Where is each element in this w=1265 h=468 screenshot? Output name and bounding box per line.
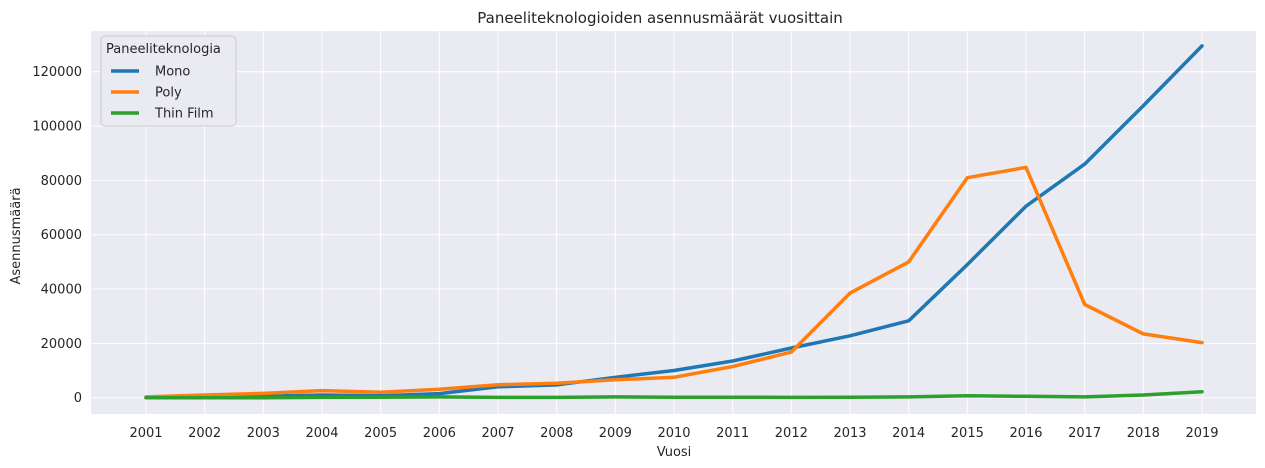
y-tick-label: 20000 xyxy=(41,337,82,352)
y-tick-label: 60000 xyxy=(41,228,82,243)
legend-title: Paneeliteknologia xyxy=(106,42,221,57)
legend-box xyxy=(100,35,237,127)
series-line-thin-film xyxy=(144,389,1204,400)
legend-label: Mono xyxy=(155,65,190,80)
y-tick-label: 120000 xyxy=(32,65,82,80)
x-tick-label: 2008 xyxy=(540,426,573,441)
x-tick-label: 2005 xyxy=(364,426,397,441)
x-tick-label: 2017 xyxy=(1068,426,1101,441)
x-tick-label: 2007 xyxy=(481,426,514,441)
legend: Paneeliteknologia Mono Poly Thin Film xyxy=(100,35,237,127)
chart-title: Paneeliteknologioiden asennusmäärät vuos… xyxy=(477,9,843,27)
x-tick-label: 2002 xyxy=(188,426,221,441)
x-tick-label: 2014 xyxy=(892,426,925,441)
x-tick-label: 2003 xyxy=(247,426,280,441)
legend-label: Thin Film xyxy=(154,107,214,122)
y-axis-label: Asennusmäärä xyxy=(9,187,24,284)
series-layer xyxy=(144,44,1204,400)
x-tick-label: 2013 xyxy=(833,426,866,441)
y-tick-label: 40000 xyxy=(41,283,82,298)
x-tick-label: 2016 xyxy=(1009,426,1042,441)
x-tick-label: 2018 xyxy=(1127,426,1160,441)
x-tick-label: 2006 xyxy=(423,426,456,441)
x-tick-label: 2004 xyxy=(305,426,338,441)
legend-label: Poly xyxy=(155,86,182,101)
x-tick-label: 2001 xyxy=(129,426,162,441)
y-axis-ticks: 0 20000 40000 60000 80000 100000 120000 xyxy=(32,65,82,406)
y-tick-label: 100000 xyxy=(32,120,82,135)
x-tick-label: 2012 xyxy=(775,426,808,441)
x-tick-label: 2015 xyxy=(951,426,984,441)
x-tick-label: 2009 xyxy=(599,426,632,441)
x-tick-label: 2010 xyxy=(657,426,690,441)
series-line-mono xyxy=(144,44,1204,400)
x-tick-label: 2019 xyxy=(1185,426,1218,441)
series-line-poly xyxy=(144,165,1204,399)
y-tick-label: 80000 xyxy=(41,174,82,189)
x-tick-label: 2011 xyxy=(716,426,749,441)
x-axis-ticks: 2001 2002 2003 2004 2005 2006 2007 2008 2009 2010… xyxy=(129,426,1218,441)
x-axis-label: Vuosi xyxy=(657,445,692,460)
y-tick-label: 0 xyxy=(74,391,82,406)
